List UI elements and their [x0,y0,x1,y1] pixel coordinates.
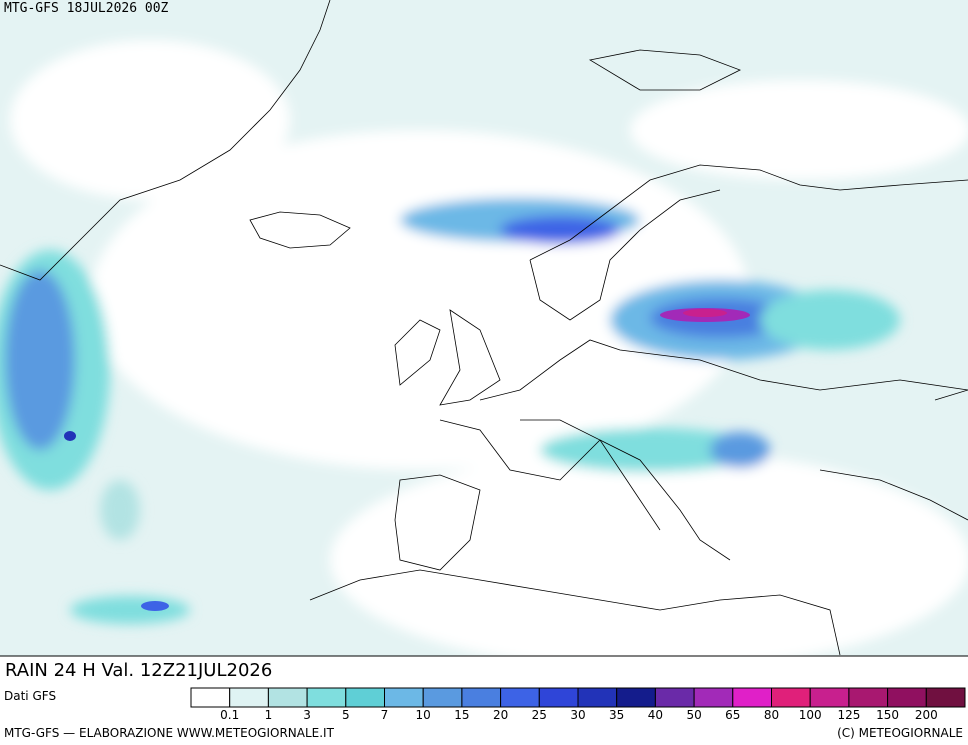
coastlines [0,0,968,656]
source-label: Dati GFS [4,689,56,703]
legend-swatch [267,687,308,708]
legend-swatch [693,687,734,708]
color-legend: 0.1 1 3 5 7 10 15 20 25 30 35 40 50 65 80 100 125 150 200 [190,687,966,722]
footer-left: MTG-GFS — ELABORAZIONE WWW.METEOGIORNALE… [4,726,335,740]
legend-swatch [654,687,695,708]
legend-swatch [848,687,889,708]
legend-label: 65 [725,708,740,722]
legend-label: 5 [342,708,350,722]
legend-label: 25 [532,708,547,722]
legend-label: 0.1 [220,708,239,722]
legend-label: 50 [686,708,701,722]
legend-label: 20 [493,708,508,722]
legend-label: 40 [648,708,663,722]
legend-label: 80 [764,708,779,722]
legend-swatch [809,687,850,708]
map-caption: RAIN 24 H Val. 12Z21JUL2026 [5,660,272,681]
legend-swatch [345,687,385,708]
legend-swatch [190,687,231,708]
legend-label: 200 [915,708,938,722]
map-header: MTG-GFS 18JUL2026 00Z [4,1,169,16]
legend-swatch [887,687,927,708]
legend-label: 35 [609,708,624,722]
legend-label: 15 [454,708,469,722]
legend-swatch [461,687,502,708]
legend-swatch [538,687,579,708]
map-area [0,0,968,670]
legend-label: 30 [570,708,585,722]
legend-label: 100 [799,708,822,722]
legend-swatch [925,687,966,708]
legend-swatch [422,687,463,708]
legend-swatch [616,687,656,708]
legend-label: 125 [837,708,860,722]
legend-swatch [306,687,347,708]
legend-swatch [771,687,811,708]
legend-label: 3 [303,708,311,722]
legend-label: 7 [381,708,389,722]
legend-swatch [500,687,540,708]
legend-swatch [384,687,424,708]
footer-right: (C) METEOGIORNALE [837,726,963,740]
legend-swatch [229,687,269,708]
legend-label: 150 [876,708,899,722]
legend-swatch [577,687,618,708]
legend-label: 10 [416,708,431,722]
legend-swatch [732,687,772,708]
legend-label: 1 [265,708,273,722]
